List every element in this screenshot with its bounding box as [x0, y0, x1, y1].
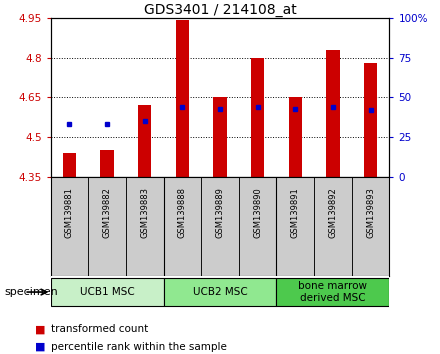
Bar: [352, 177, 389, 276]
Bar: [251, 58, 264, 177]
Text: UCB2 MSC: UCB2 MSC: [193, 287, 247, 297]
Bar: [326, 50, 340, 177]
Text: GSM139888: GSM139888: [178, 187, 187, 238]
Bar: [201, 177, 239, 276]
Text: GSM139883: GSM139883: [140, 187, 149, 238]
Bar: [213, 97, 227, 177]
Bar: [88, 177, 126, 276]
Text: GSM139891: GSM139891: [291, 187, 300, 238]
Bar: [100, 150, 114, 177]
Text: GSM139889: GSM139889: [216, 187, 224, 238]
Bar: [138, 105, 151, 177]
Text: ■: ■: [35, 324, 46, 334]
Bar: [364, 63, 377, 177]
Text: specimen: specimen: [4, 287, 58, 297]
Bar: [63, 153, 76, 177]
Text: bone marrow
derived MSC: bone marrow derived MSC: [298, 281, 367, 303]
Text: percentile rank within the sample: percentile rank within the sample: [51, 342, 227, 352]
Text: UCB1 MSC: UCB1 MSC: [80, 287, 135, 297]
Bar: [164, 177, 201, 276]
Bar: [289, 97, 302, 177]
Bar: [314, 177, 352, 276]
Bar: [176, 21, 189, 177]
Title: GDS3401 / 214108_at: GDS3401 / 214108_at: [143, 3, 297, 17]
Text: GSM139893: GSM139893: [366, 187, 375, 238]
Text: GSM139882: GSM139882: [103, 187, 112, 238]
Bar: [239, 177, 276, 276]
Bar: [126, 177, 164, 276]
Bar: [276, 177, 314, 276]
Bar: [51, 278, 164, 306]
Text: transformed count: transformed count: [51, 324, 148, 334]
Text: GSM139890: GSM139890: [253, 187, 262, 238]
Text: ■: ■: [35, 342, 46, 352]
Text: GSM139892: GSM139892: [328, 187, 337, 238]
Bar: [51, 177, 88, 276]
Bar: [276, 278, 389, 306]
Text: GSM139881: GSM139881: [65, 187, 74, 238]
Bar: [164, 278, 276, 306]
